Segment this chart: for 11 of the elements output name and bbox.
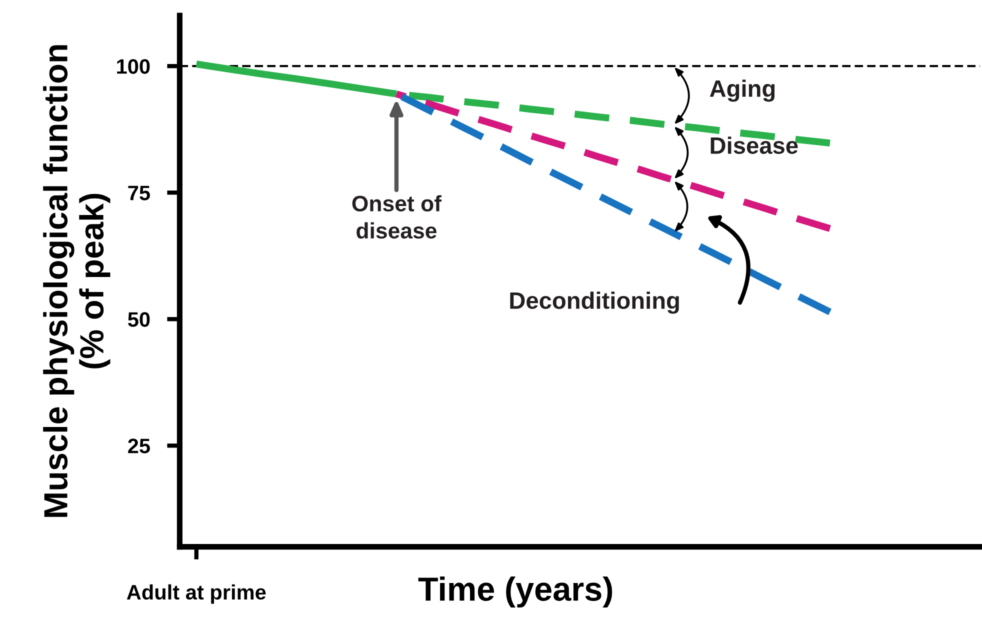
x-tick-label: Adult at prime xyxy=(126,584,266,604)
annotation: Disease xyxy=(710,136,798,154)
y-tick-label: 75 xyxy=(128,186,150,200)
annotation: Deconditioning xyxy=(510,292,679,314)
y-tick-label: 100 xyxy=(117,59,150,74)
annotation: Onset of disease xyxy=(352,195,442,239)
y-tick-label: 25 xyxy=(128,438,150,454)
annotation: Aging xyxy=(710,80,775,102)
x-axis-title: Time (years) xyxy=(418,576,612,608)
y-tick-label: 50 xyxy=(128,312,150,327)
y-axis-title: Muscle physiological function (% of peak) xyxy=(43,45,110,517)
